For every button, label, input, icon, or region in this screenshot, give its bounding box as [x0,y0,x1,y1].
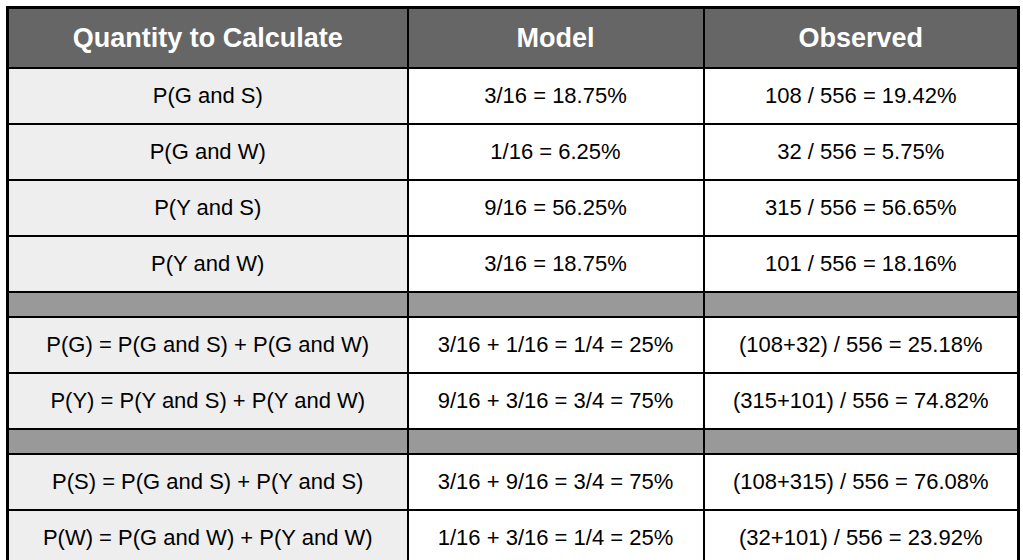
observed-cell: 108 / 556 = 19.42% [704,68,1019,124]
observed-cell: (32+101) / 556 = 23.92% [704,510,1019,560]
table-row: P(G and S) 3/16 = 18.75% 108 / 556 = 19.… [8,68,1019,124]
model-cell: 1/16 + 3/16 = 1/4 = 25% [408,510,704,560]
quantity-cell: P(G and S) [8,68,408,124]
table-row: P(S) = P(G and S) + P(Y and S) 3/16 + 9/… [8,454,1019,510]
quantity-cell: P(Y) = P(Y and S) + P(Y and W) [8,373,408,429]
separator-cell [8,429,408,454]
separator-row [8,429,1019,454]
column-header-observed: Observed [704,8,1019,69]
model-vs-observed-table: Quantity to Calculate Model Observed P(G… [6,6,1020,560]
model-cell: 3/16 = 18.75% [408,68,704,124]
model-cell: 9/16 = 56.25% [408,180,704,236]
header-row: Quantity to Calculate Model Observed [8,8,1019,69]
observed-cell: (108+315) / 556 = 76.08% [704,454,1019,510]
observed-cell: (315+101) / 556 = 74.82% [704,373,1019,429]
observed-cell: 101 / 556 = 18.16% [704,236,1019,292]
model-cell: 9/16 + 3/16 = 3/4 = 75% [408,373,704,429]
separator-row [8,292,1019,317]
table-row: P(Y and S) 9/16 = 56.25% 315 / 556 = 56.… [8,180,1019,236]
separator-cell [408,292,704,317]
model-cell: 3/16 + 9/16 = 3/4 = 75% [408,454,704,510]
quantity-cell: P(Y and W) [8,236,408,292]
table-row: P(G) = P(G and S) + P(G and W) 3/16 + 1/… [8,317,1019,373]
quantity-cell: P(G) = P(G and S) + P(G and W) [8,317,408,373]
separator-cell [8,292,408,317]
separator-cell [704,429,1019,454]
observed-cell: (108+32) / 556 = 25.18% [704,317,1019,373]
model-cell: 3/16 = 18.75% [408,236,704,292]
table-row: P(Y) = P(Y and S) + P(Y and W) 9/16 + 3/… [8,373,1019,429]
column-header-model: Model [408,8,704,69]
table-row: P(G and W) 1/16 = 6.25% 32 / 556 = 5.75% [8,124,1019,180]
observed-cell: 32 / 556 = 5.75% [704,124,1019,180]
column-header-quantity: Quantity to Calculate [8,8,408,69]
probability-table-page: Quantity to Calculate Model Observed P(G… [0,0,1023,560]
separator-cell [408,429,704,454]
observed-cell: 315 / 556 = 56.65% [704,180,1019,236]
model-cell: 3/16 + 1/16 = 1/4 = 25% [408,317,704,373]
separator-cell [704,292,1019,317]
table-row: P(W) = P(G and W) + P(Y and W) 1/16 + 3/… [8,510,1019,560]
quantity-cell: P(Y and S) [8,180,408,236]
quantity-cell: P(S) = P(G and S) + P(Y and S) [8,454,408,510]
model-cell: 1/16 = 6.25% [408,124,704,180]
table-row: P(Y and W) 3/16 = 18.75% 101 / 556 = 18.… [8,236,1019,292]
quantity-cell: P(G and W) [8,124,408,180]
quantity-cell: P(W) = P(G and W) + P(Y and W) [8,510,408,560]
